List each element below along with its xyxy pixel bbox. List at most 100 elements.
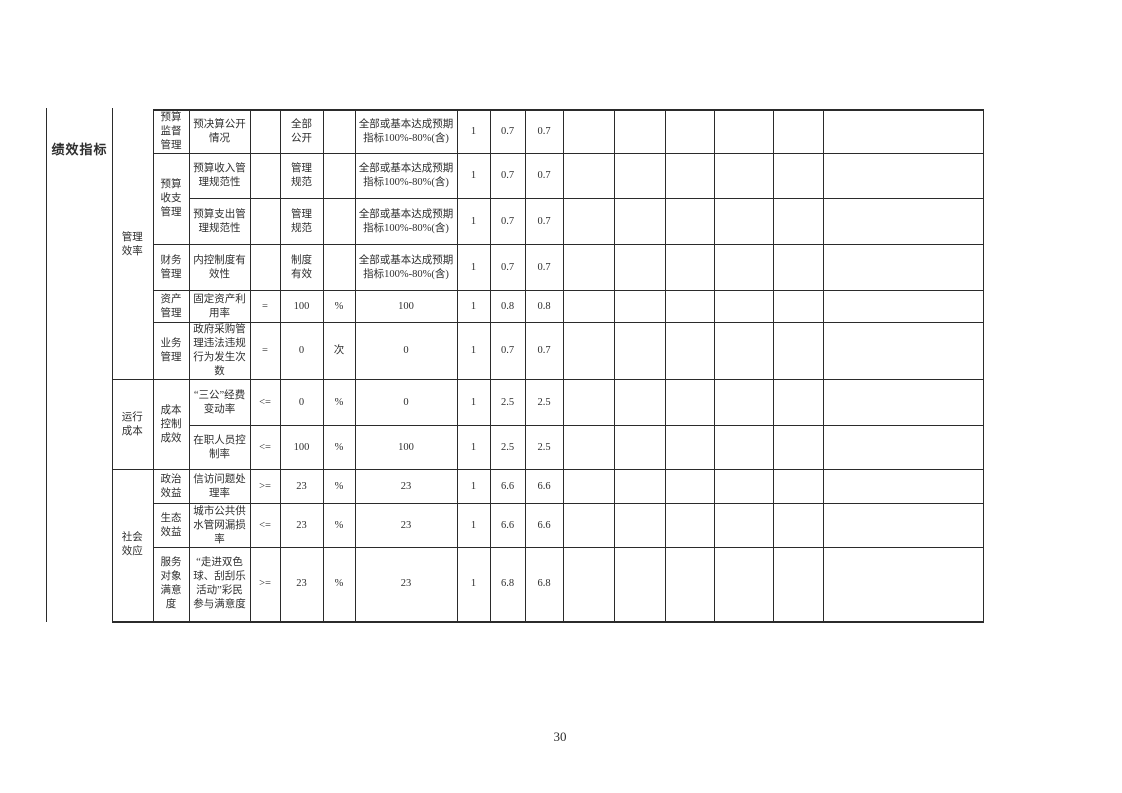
target-cell: 管理规范 [279, 153, 324, 199]
empty-cell [664, 290, 715, 323]
table-row: 管理效率 预算监督管理 预决算公开情况 全部公开 全部或基本达成预期指标100%… [112, 109, 984, 380]
empty-cell [713, 379, 774, 426]
completion-cell: 23 [354, 547, 458, 623]
score2-cell: 0.7 [524, 322, 564, 380]
empty-cell [664, 379, 715, 426]
empty-cell [713, 503, 774, 548]
weight-cell: 1 [456, 503, 491, 548]
empty-cell [562, 503, 615, 548]
target-cell: 0 [279, 379, 324, 426]
operator-cell: <= [249, 503, 281, 548]
score2-cell: 2.5 [524, 425, 564, 470]
unit-cell [322, 198, 356, 245]
target-cell: 0 [279, 322, 324, 380]
unit-cell [322, 244, 356, 291]
completion-cell: 100 [354, 425, 458, 470]
target-cell: 管理规范 [279, 198, 324, 245]
completion-cell: 全部或基本达成预期指标100%-80%(含) [354, 153, 458, 199]
score2-cell: 0.7 [524, 109, 564, 154]
indicator-cell: 固定资产利用率 [188, 290, 251, 323]
empty-cell [664, 547, 715, 623]
table-row: 服务对象满意度 “走进双色球、刮刮乐活动”彩民参与满意度 >= 23 % 23 … [112, 547, 984, 623]
empty-cell [772, 322, 824, 380]
weight-cell: 1 [456, 469, 491, 504]
empty-cell [822, 469, 984, 504]
empty-cell [822, 503, 984, 548]
page-number: 30 [553, 729, 567, 744]
empty-cell [772, 153, 824, 199]
unit-cell: % [322, 379, 356, 426]
empty-cell [613, 153, 666, 199]
operator-cell [249, 198, 281, 245]
empty-cell [613, 290, 666, 323]
empty-cell [713, 322, 774, 380]
empty-cell [822, 290, 984, 323]
performance-indicator-table: 管理效率 预算监督管理 预决算公开情况 全部公开 全部或基本达成预期指标100%… [112, 109, 984, 623]
empty-cell [772, 425, 824, 470]
score-cell: 0.7 [489, 153, 526, 199]
side-label-text: 绩效指标 [51, 142, 108, 157]
table-row: 社会效应 政治效益 信访问题处理率 >= 23 % 23 1 6.6 6.6 [112, 469, 984, 623]
score2-cell: 6.6 [524, 503, 564, 548]
subcategory-cell: 政治效益 [152, 469, 190, 504]
empty-cell [664, 503, 715, 548]
weight-cell: 1 [456, 198, 491, 245]
table-row: 预算收支管理 预算收入管理规范性 管理规范 全部或基本达成预期指标100%-80… [112, 153, 984, 245]
group-cell: 社会效应 [112, 469, 154, 623]
operator-cell: = [249, 322, 281, 380]
table-row: 生态效益 城市公共供水管网漏损率 <= 23 % 23 1 6.6 6.6 [112, 503, 984, 548]
subcategory-cell: 财务管理 [152, 244, 190, 291]
unit-cell: 次 [322, 322, 356, 380]
score-cell: 0.7 [489, 198, 526, 245]
empty-cell [822, 379, 984, 426]
completion-cell: 全部或基本达成预期指标100%-80%(含) [354, 198, 458, 245]
target-cell: 100 [279, 290, 324, 323]
empty-cell [613, 425, 666, 470]
weight-cell: 1 [456, 547, 491, 623]
empty-cell [713, 244, 774, 291]
group-cell: 运行成本 [112, 379, 154, 470]
indicator-cell: “走进双色球、刮刮乐活动”彩民参与满意度 [188, 547, 251, 623]
empty-cell [713, 109, 774, 154]
empty-cell [562, 244, 615, 291]
empty-cell [562, 379, 615, 426]
empty-cell [562, 469, 615, 504]
operator-cell: >= [249, 547, 281, 623]
operator-cell [249, 244, 281, 291]
table-row: 在职人员控制率 <= 100 % 100 1 2.5 2.5 [112, 425, 984, 470]
empty-cell [713, 547, 774, 623]
operator-cell: >= [249, 469, 281, 504]
unit-cell [322, 109, 356, 154]
score2-cell: 2.5 [524, 379, 564, 426]
subcategory-cell: 生态效益 [152, 503, 190, 548]
score2-cell: 0.7 [524, 153, 564, 199]
empty-cell [562, 109, 615, 154]
empty-cell [822, 244, 984, 291]
empty-cell [822, 547, 984, 623]
target-cell: 23 [279, 469, 324, 504]
weight-cell: 1 [456, 153, 491, 199]
score-cell: 2.5 [489, 379, 526, 426]
operator-cell: <= [249, 379, 281, 426]
empty-cell [664, 322, 715, 380]
unit-cell: % [322, 503, 356, 548]
empty-cell [562, 547, 615, 623]
score2-cell: 0.7 [524, 198, 564, 245]
empty-cell [613, 198, 666, 245]
indicator-cell: 信访问题处理率 [188, 469, 251, 504]
empty-cell [772, 198, 824, 245]
indicator-cell: 预决算公开情况 [188, 109, 251, 154]
score-cell: 0.7 [489, 109, 526, 154]
table-row: 业务管理 政府采购管理违法违规行为发生次数 = 0 次 0 1 0.7 0.7 [112, 322, 984, 380]
empty-cell [713, 153, 774, 199]
operator-cell: <= [249, 425, 281, 470]
subcategory-cell: 业务管理 [152, 322, 190, 380]
empty-cell [562, 198, 615, 245]
unit-cell [322, 153, 356, 199]
table-row: 资产管理 固定资产利用率 = 100 % 100 1 0.8 0.8 [112, 290, 984, 323]
subcategory-cell: 预算收支管理 [152, 153, 190, 245]
subcategory-cell: 资产管理 [152, 290, 190, 323]
unit-cell: % [322, 547, 356, 623]
target-cell: 全部公开 [279, 109, 324, 154]
